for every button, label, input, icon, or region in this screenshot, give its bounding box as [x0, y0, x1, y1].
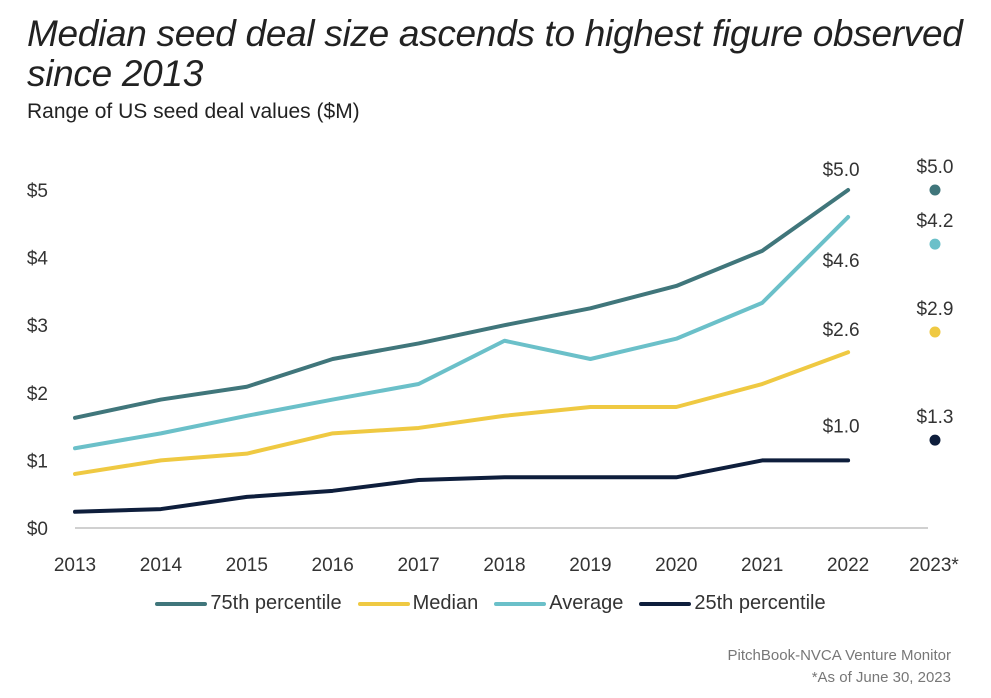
ytd-point — [929, 434, 941, 446]
footnote-text: *As of June 30, 2023 — [811, 669, 951, 686]
ytd-label: $2.9 — [917, 299, 954, 320]
series-line-median — [73, 350, 851, 476]
data-label: $4.6 — [823, 251, 860, 272]
legend-swatch — [357, 601, 410, 606]
x-tick-label: 2019 — [569, 555, 611, 576]
legend-item-median: Median — [357, 592, 479, 615]
legend-item-average: Average — [494, 592, 623, 615]
ytd-label: $1.3 — [917, 407, 954, 428]
y-tick-label: $3 — [27, 316, 48, 337]
data-labels: $5.0 $2.6 $4.6 $1.0 — [823, 160, 860, 437]
x-axis: 2013 2014 2015 2016 2017 2018 2019 2020 2021 2022… — [54, 527, 959, 576]
y-tick-label: $0 — [27, 519, 48, 540]
source-note: PitchBook-NVCA Venture Monitor *As of Ju… — [728, 645, 951, 689]
series-lines — [73, 188, 851, 514]
x-tick-label: 2020 — [655, 555, 697, 576]
x-tick-label: 2021 — [741, 555, 783, 576]
x-tick-label: 2022 — [827, 555, 869, 576]
legend-label: 75th percentile — [210, 592, 342, 614]
x-tick-label: 2018 — [483, 555, 525, 576]
ytd-label: $4.2 — [917, 211, 954, 232]
legend-swatch — [494, 601, 547, 606]
legend-label: 25th percentile — [694, 592, 826, 614]
chart-subtitle: Range of US seed deal values ($M) — [27, 100, 360, 123]
ytd-point — [929, 326, 941, 338]
x-tick-label: 2017 — [397, 555, 439, 576]
ytd-point — [929, 238, 941, 250]
series-line-75th-percentile — [73, 188, 851, 420]
legend-swatch — [155, 601, 208, 606]
legend: 75th percentile Median Average 25th perc… — [0, 592, 991, 615]
y-tick-label: $5 — [27, 181, 48, 202]
y-tick-label: $1 — [27, 451, 48, 472]
x-tick-label: 2013 — [54, 555, 96, 576]
data-label: $2.6 — [823, 320, 860, 341]
legend-item-25th-percentile: 25th percentile — [639, 592, 826, 615]
data-label: $1.0 — [823, 416, 860, 437]
y-tick-label: $4 — [27, 249, 49, 270]
source-text: PitchBook-NVCA Venture Monitor — [727, 647, 951, 664]
y-tick-label: $2 — [27, 384, 48, 405]
x-tick-label: 2016 — [312, 555, 354, 576]
chart-title: Median seed deal size ascends to highest… — [27, 13, 963, 94]
ytd-points: $5.0 $2.9 $4.2 $1.3 — [917, 157, 954, 446]
legend-item-75th-percentile: 75th percentile — [155, 592, 342, 615]
series-line-average — [73, 215, 851, 451]
data-label: $5.0 — [823, 160, 860, 181]
legend-swatch — [639, 601, 692, 606]
series-line-25th-percentile — [73, 458, 851, 514]
x-tick-label: 2023* — [909, 555, 959, 576]
x-tick-label: 2015 — [226, 555, 268, 576]
x-tick-label: 2014 — [140, 555, 183, 576]
y-axis: $0 $1 $2 $3 $4 $5 — [27, 181, 49, 540]
ytd-label: $5.0 — [917, 157, 954, 178]
legend-label: Average — [549, 592, 624, 614]
ytd-point — [929, 184, 941, 196]
legend-label: Median — [412, 592, 479, 614]
